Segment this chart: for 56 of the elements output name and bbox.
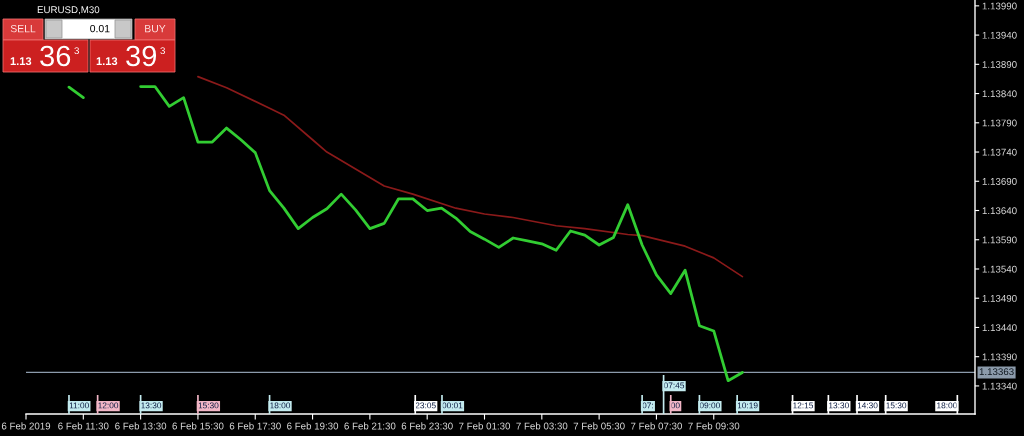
x-tick-label: 6 Feb 15:30 <box>172 422 224 430</box>
y-tick-label: 1.13940 <box>982 31 1017 39</box>
x-tick-label: 6 Feb 21:30 <box>344 422 396 430</box>
x-tick-label: 6 Feb 19:30 <box>287 422 339 430</box>
ref-line-label: 1.13363 <box>979 368 1014 376</box>
x-tick-label: 7 Feb 07:30 <box>630 422 683 430</box>
ref-line-label: 11:00 <box>69 402 89 409</box>
ref-line-label: 12:00 <box>98 402 119 409</box>
ref-line-label: 00 <box>671 402 680 409</box>
x-tick-label: 7 Feb 01:30 <box>459 422 511 430</box>
y-tick-label: 1.13490 <box>982 294 1017 302</box>
ref-line-label: 13:30 <box>141 402 162 409</box>
x-tick-label: 6 Feb 2019 <box>1 422 51 430</box>
x-tick-label: 6 Feb 11:30 <box>58 422 109 430</box>
ref-line-label: 12:15 <box>793 402 814 409</box>
ref-line-label: 10:19 <box>737 402 758 409</box>
y-tick-label: 1.13440 <box>982 324 1017 332</box>
text: EURUSD,M30 <box>37 6 100 15</box>
y-tick-label: 1.13890 <box>982 61 1017 68</box>
annotation: BUY <box>145 25 166 33</box>
ref-line-label: 23:05 <box>415 402 436 409</box>
x-tick-label: 6 Feb 17:30 <box>229 422 281 430</box>
x-tick-label: 7 Feb 05:30 <box>573 422 625 430</box>
x-tick-label: 7 Feb 09:30 <box>688 422 740 430</box>
y-tick-label: 1.13840 <box>982 90 1017 98</box>
annotation: 39 <box>126 45 157 67</box>
line-series <box>197 75 744 278</box>
y-tick-label: 1.13740 <box>982 148 1017 156</box>
y-tick-label: 1.13390 <box>982 353 1017 361</box>
ref-line-label: 18:00 <box>937 402 957 409</box>
annotation: 3 <box>74 47 79 55</box>
ref-line-label: 09:00 <box>699 402 720 409</box>
x-tick-label: 7 Feb 03:30 <box>516 422 568 430</box>
ref-line-label: 07:45 <box>663 382 685 389</box>
ref-line-label: 18:00 <box>270 402 291 409</box>
x-tick-label: 6 Feb 13:30 <box>115 422 167 430</box>
ref-line-label: 15:30 <box>198 402 219 409</box>
annotation: 0.01 <box>90 24 110 33</box>
ref-line-label: 00:01 <box>442 402 463 409</box>
y-tick-label: 1.13340 <box>982 382 1017 390</box>
ref-line-label: 07: <box>642 402 653 409</box>
ref-line-label: 15:30 <box>886 402 907 409</box>
ref-line-label: 14:30 <box>857 402 878 409</box>
y-tick-label: 1.13590 <box>982 236 1017 244</box>
y-tick-label: 1.13790 <box>982 119 1017 127</box>
y-tick-label: 1.13990 <box>982 2 1017 10</box>
annotation: 36 <box>40 45 71 67</box>
annotation: 1.13 <box>96 57 118 66</box>
annotation: SELL <box>10 24 36 33</box>
x-tick-label: 6 Feb 23:30 <box>401 422 453 430</box>
y-tick-label: 1.13690 <box>982 178 1017 185</box>
y-tick-label: 1.13540 <box>982 265 1017 273</box>
annotation: 3 <box>160 47 165 55</box>
ref-line-label: 13:30 <box>829 402 849 409</box>
y-tick-label: 1.13640 <box>982 207 1017 215</box>
annotation: 1.13 <box>10 57 32 66</box>
